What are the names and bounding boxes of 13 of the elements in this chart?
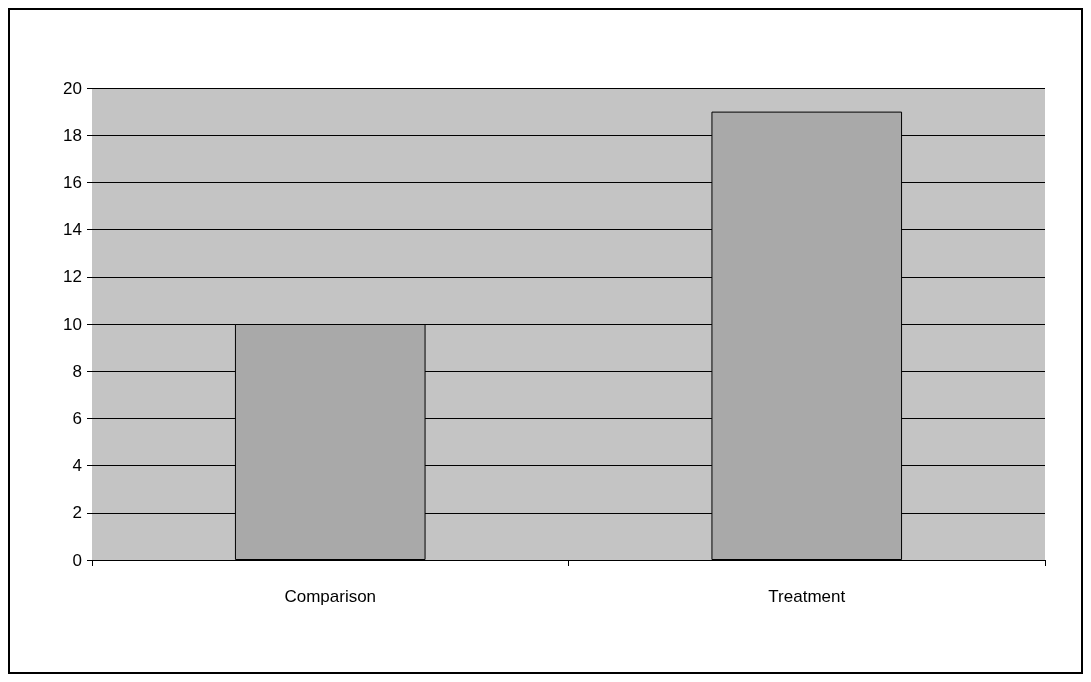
y-tick-label: 12 bbox=[63, 267, 82, 287]
x-tick-label: Comparison bbox=[284, 587, 377, 606]
y-tick-label: 6 bbox=[72, 408, 82, 428]
y-tick-label: 16 bbox=[63, 172, 82, 192]
y-tick-label: 10 bbox=[63, 314, 82, 334]
y-tick-label: 8 bbox=[72, 361, 82, 381]
y-tick-label: 20 bbox=[63, 78, 82, 98]
y-tick-label: 2 bbox=[72, 503, 82, 523]
x-tick-label: Treatment bbox=[768, 587, 846, 606]
y-tick-label: 18 bbox=[63, 125, 82, 145]
y-tick-label: 14 bbox=[63, 220, 82, 240]
y-tick-label: 0 bbox=[72, 550, 82, 570]
y-tick-label: 4 bbox=[72, 456, 82, 476]
